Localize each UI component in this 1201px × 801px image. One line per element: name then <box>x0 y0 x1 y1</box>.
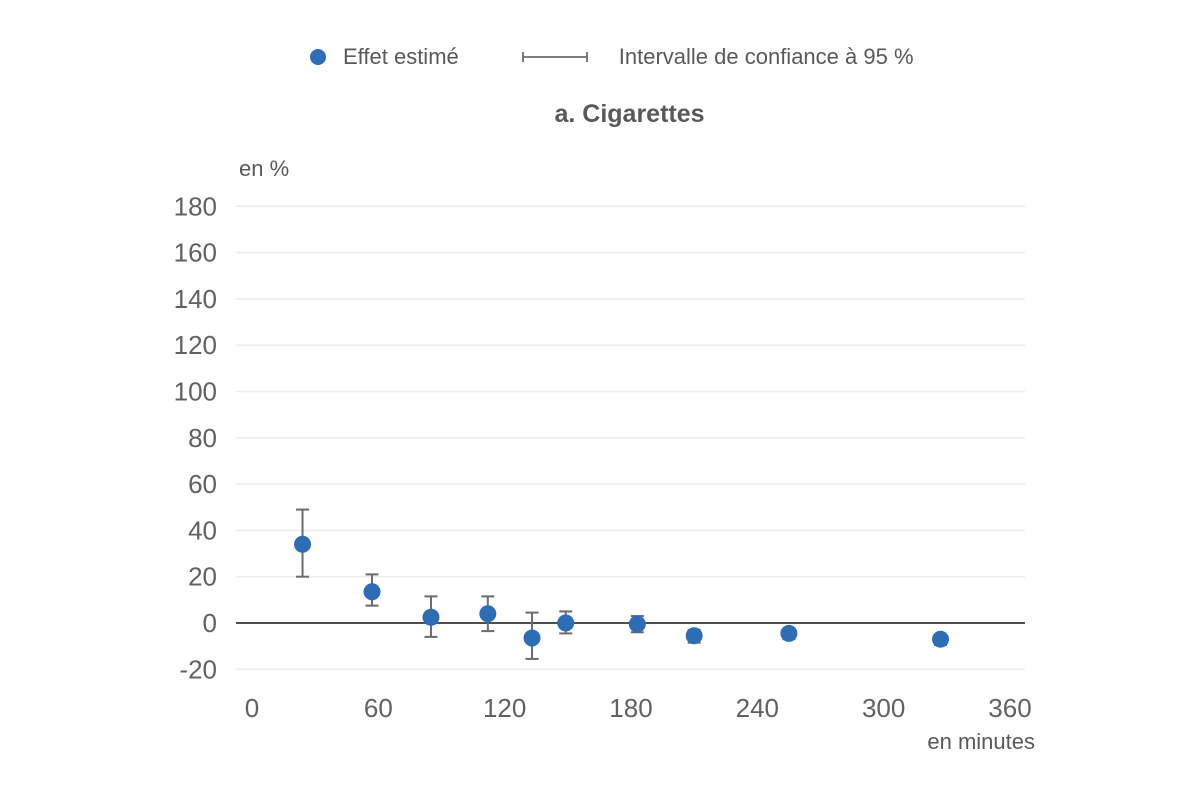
chart-title: a. Cigarettes <box>554 100 705 128</box>
error-bar-icon <box>521 52 588 62</box>
y-tick-label: 180 <box>174 191 217 221</box>
x-tick-label: 120 <box>483 693 526 723</box>
y-tick-label: 140 <box>174 284 217 314</box>
data-point <box>932 630 950 648</box>
y-axis-unit-label: en % <box>239 156 290 181</box>
legend-ci-label: Intervalle de confiance à 95 % <box>618 44 914 69</box>
data-point <box>628 615 646 633</box>
x-tick-label: 360 <box>988 693 1031 723</box>
data-point <box>685 627 703 645</box>
estimate-dot-icon <box>310 49 326 65</box>
x-tick-label: 0 <box>245 693 259 723</box>
data-point <box>479 605 497 623</box>
y-tick-label: 160 <box>174 238 217 268</box>
x-tick-label: 60 <box>364 693 393 723</box>
x-tick-label: 180 <box>609 693 652 723</box>
y-tick-label: 40 <box>188 515 217 545</box>
data-point <box>294 535 312 553</box>
x-tick-label: 240 <box>736 693 779 723</box>
data-point <box>780 624 798 642</box>
data-point <box>523 629 541 647</box>
y-tick-label: 20 <box>188 562 217 592</box>
y-tick-label: 0 <box>203 608 217 638</box>
legend-item-ci: Intervalle de confiance à 95 % <box>521 44 914 70</box>
data-point <box>557 614 575 632</box>
legend-estimate-label: Effet estimé <box>343 44 459 69</box>
chart-legend: Effet estimé Intervalle de confiance à 9… <box>310 44 914 70</box>
y-tick-label: 60 <box>188 469 217 499</box>
data-point <box>422 608 440 626</box>
data-point <box>363 583 381 601</box>
x-tick-label: 300 <box>862 693 905 723</box>
x-axis-unit-label: en minutes <box>927 729 1035 754</box>
y-tick-label: 120 <box>174 330 217 360</box>
legend-item-estimate: Effet estimé <box>310 44 459 70</box>
y-tick-label: 80 <box>188 423 217 453</box>
y-tick-label: -20 <box>179 654 217 684</box>
y-tick-label: 100 <box>174 377 217 407</box>
